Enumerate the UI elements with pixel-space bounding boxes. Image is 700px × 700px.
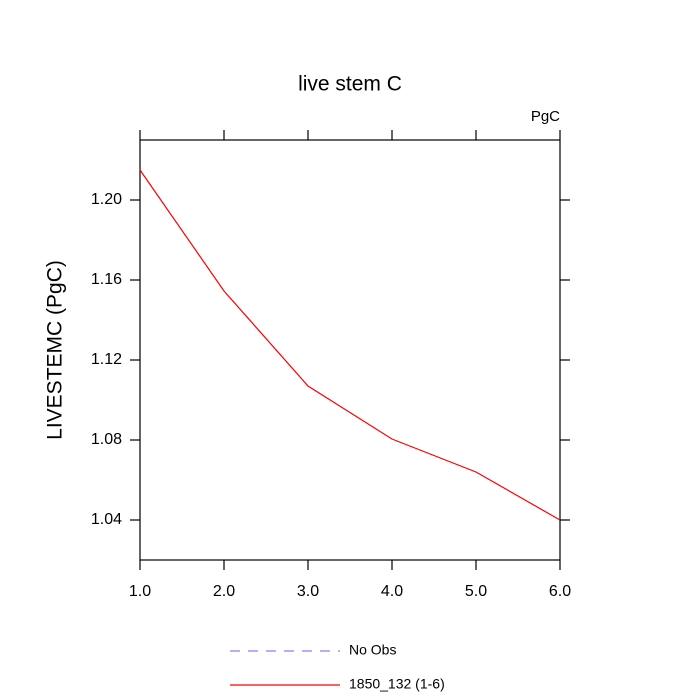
y-tick-label: 1.12 — [91, 351, 122, 368]
x-tick-label: 5.0 — [465, 583, 487, 600]
series-line — [139, 169, 561, 521]
plot-frame — [139, 139, 561, 561]
legend-label: No Obs — [349, 642, 396, 658]
x-tick-label: 6.0 — [549, 583, 571, 600]
y-tick-label: 1.04 — [91, 511, 122, 528]
x-tick-label: 4.0 — [381, 583, 403, 600]
x-tick-label: 1.0 — [129, 583, 151, 600]
x-tick-label: 3.0 — [297, 583, 319, 600]
y-axis-label: LIVESTEMC (PgC) — [44, 260, 67, 440]
x-tick-label: 2.0 — [213, 583, 235, 600]
chart-title: live stem C — [298, 73, 402, 96]
y-tick-label: 1.08 — [91, 431, 122, 448]
y-tick-label: 1.20 — [91, 191, 122, 208]
legend-label: 1850_132 (1-6) — [349, 676, 445, 692]
units-label: PgC — [531, 108, 560, 125]
y-tick-label: 1.16 — [91, 271, 122, 288]
